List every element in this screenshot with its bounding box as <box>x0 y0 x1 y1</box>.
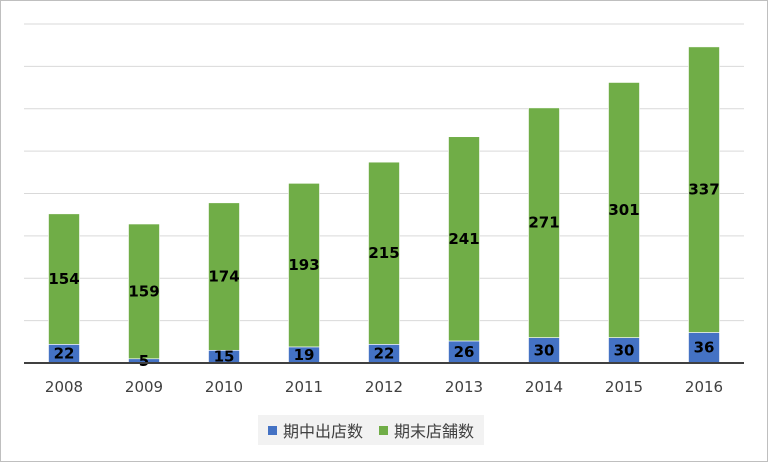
bars <box>48 46 720 364</box>
data-label-total-2014: 271 <box>528 214 559 232</box>
bar-opened-2015 <box>608 337 640 364</box>
x-tick-labels: 2008 2009 2010 2011 2012 2013 2014 2015 2016 <box>45 378 723 396</box>
data-label-total-2009: 159 <box>128 282 159 300</box>
data-label-opened-2009: 5 <box>139 352 149 370</box>
bar-total-2013 <box>448 136 480 342</box>
data-label-opened-2016: 36 <box>694 339 715 357</box>
bar-total-2011 <box>288 183 320 348</box>
x-tick-label-2013: 2013 <box>445 378 483 396</box>
x-tick-label-2015: 2015 <box>605 378 643 396</box>
x-tick-label-2008: 2008 <box>45 378 83 396</box>
bar-total-2012 <box>368 161 400 345</box>
bar-total-2010 <box>208 202 240 351</box>
data-label-total-2012: 215 <box>368 244 399 262</box>
legend-label-total: 期末店舗数 <box>394 422 475 441</box>
data-label-opened-2011: 19 <box>294 346 315 364</box>
data-label-total-2013: 241 <box>448 230 479 248</box>
legend-item-opened: 期中出店数 <box>268 418 363 442</box>
data-label-total-2010: 174 <box>208 268 239 286</box>
data-label-opened-2014: 30 <box>534 341 555 359</box>
data-label-total-2011: 193 <box>288 256 319 274</box>
legend-label-opened: 期中出店数 <box>283 422 364 441</box>
x-tick-label-2012: 2012 <box>365 378 403 396</box>
x-tick-label-2011: 2011 <box>285 378 323 396</box>
data-labels: 22 154 5 159 15 174 19 193 22 215 26 241 30 271 30 301 3… <box>48 181 719 370</box>
bar-total-2016 <box>688 46 720 333</box>
legend-item-total: 期末店舗数 <box>379 418 474 442</box>
bar-total-2009 <box>128 223 160 360</box>
data-label-opened-2012: 22 <box>374 345 395 363</box>
bar-total-2014 <box>528 107 560 338</box>
data-label-total-2015: 301 <box>608 201 639 219</box>
data-label-opened-2013: 26 <box>454 343 475 361</box>
data-label-opened-2010: 15 <box>214 348 235 366</box>
x-tick-label-2009: 2009 <box>125 378 163 396</box>
data-label-total-2016: 337 <box>688 181 719 199</box>
bar-total-2015 <box>608 82 640 338</box>
bar-opened-2016 <box>688 332 720 364</box>
data-label-total-2008: 154 <box>48 270 79 288</box>
legend: 期中出店数 期末店舗数 <box>258 415 485 445</box>
data-label-opened-2015: 30 <box>614 341 635 359</box>
x-tick-label-2014: 2014 <box>525 378 563 396</box>
x-tick-label-2010: 2010 <box>205 378 243 396</box>
bar-opened-2014 <box>528 337 560 364</box>
x-tick-label-2016: 2016 <box>685 378 723 396</box>
legend-swatch-total <box>379 425 389 435</box>
legend-swatch-opened <box>268 425 277 435</box>
data-label-opened-2008: 22 <box>54 345 75 363</box>
bar-total-2008 <box>48 213 80 345</box>
